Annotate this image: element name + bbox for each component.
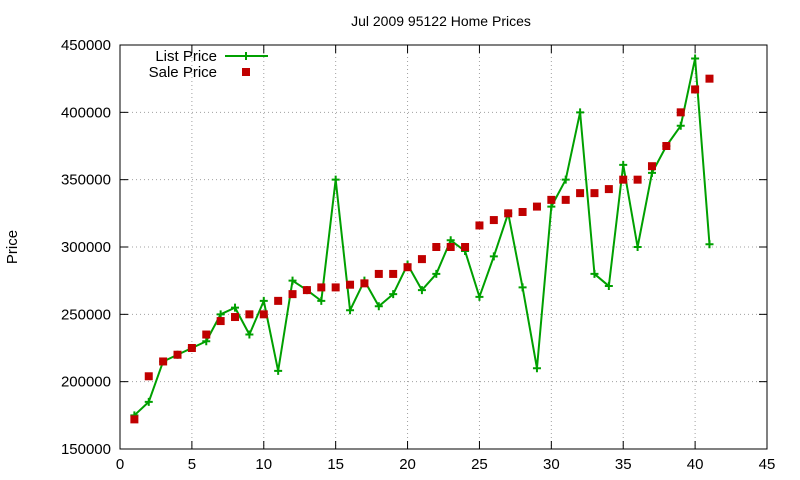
sale-price-point: [532, 202, 541, 211]
sale-price-point: [561, 195, 570, 204]
sale-price-point: [475, 221, 484, 230]
x-tick-label: 0: [116, 456, 124, 473]
y-axis-label: Price: [4, 230, 21, 264]
x-tick-label: 25: [471, 456, 488, 473]
sale-price-point: [417, 255, 426, 264]
sale-price-point: [633, 175, 642, 184]
list-price-point: [259, 296, 268, 305]
list-price-point: [245, 330, 254, 339]
y-tick-label: 350000: [61, 172, 111, 189]
sale-price-point: [604, 185, 613, 194]
sale-price-point: [403, 263, 412, 272]
list-price-point: [518, 283, 527, 292]
sale-price-point: [590, 189, 599, 198]
sale-price-point: [432, 243, 441, 251]
list-price-point: [288, 276, 297, 285]
sale-price-point: [259, 310, 268, 319]
sale-price-point: [202, 330, 211, 339]
sale-price-point: [576, 189, 585, 198]
list-price-point: [231, 303, 240, 312]
y-tick-label: 250000: [61, 306, 111, 323]
sale-price-point: [288, 290, 297, 299]
list-price-point: [446, 236, 455, 245]
sale-price-point: [274, 296, 283, 305]
sale-price-point: [691, 85, 700, 94]
list-price-point: [619, 160, 628, 169]
list-price-point: [432, 269, 441, 278]
list-price-point: [647, 168, 656, 177]
sale-price-point: [547, 195, 556, 204]
chart-title: Jul 2009 95122 Home Prices: [351, 13, 531, 29]
sale-price-point: [346, 280, 355, 289]
x-tick-label: 10: [255, 456, 272, 473]
y-tick-label: 150000: [61, 441, 111, 458]
sale-price-point: [647, 162, 656, 171]
list-price-point: [144, 397, 153, 406]
list-price-point: [576, 108, 585, 117]
sale-price-point: [130, 415, 139, 424]
list-price-point: [274, 366, 283, 375]
list-price-point: [532, 364, 541, 373]
list-price-point: [633, 243, 642, 251]
sale-price-point: [504, 209, 513, 218]
x-tick-label: 15: [327, 456, 344, 473]
legend-label: Sale Price: [149, 64, 217, 81]
sale-price-point: [231, 313, 240, 322]
sale-price-point: [461, 243, 470, 251]
y-tick-label: 450000: [61, 37, 111, 54]
sale-price-point: [446, 243, 455, 251]
list-price-point: [547, 202, 556, 211]
sale-price-point: [187, 344, 196, 352]
list-price-point: [317, 296, 326, 305]
list-price-point: [561, 175, 570, 184]
sale-price-point: [216, 317, 225, 326]
x-tick-label: 5: [188, 456, 196, 473]
list-price-point: [691, 54, 700, 63]
sale-price-point: [317, 283, 326, 292]
legend-marker: [242, 52, 250, 60]
x-tick-label: 20: [399, 456, 416, 473]
x-tick-label: 40: [687, 456, 704, 473]
sale-price-point: [245, 310, 254, 319]
list-price-point: [346, 306, 355, 315]
y-tick-label: 400000: [61, 104, 111, 121]
legend-label: List Price: [155, 48, 217, 65]
legend-marker: [242, 68, 250, 76]
sale-price-point: [144, 372, 153, 381]
y-tick-label: 300000: [61, 239, 111, 256]
list-price-point: [202, 337, 211, 346]
sale-price-point: [662, 142, 671, 150]
sale-price-point: [705, 74, 714, 83]
x-tick-label: 45: [759, 456, 776, 473]
x-tick-label: 35: [615, 456, 632, 473]
list-price-point: [417, 286, 426, 295]
list-price-point: [475, 292, 484, 301]
sale-price-point: [374, 269, 383, 278]
list-price-point: [676, 121, 685, 130]
sale-price-point: [173, 350, 182, 359]
plot-border: [119, 44, 768, 450]
list-price-point: [705, 240, 714, 249]
sale-price-point: [676, 108, 685, 117]
sale-price-point: [619, 175, 628, 184]
x-tick-label: 30: [543, 456, 560, 473]
list-price-point: [489, 252, 498, 261]
list-price-point: [331, 175, 340, 184]
list-price-point: [374, 302, 383, 311]
sale-price-point: [360, 279, 369, 288]
y-tick-label: 200000: [61, 374, 111, 391]
sale-price-point: [489, 216, 498, 225]
list-price-point: [216, 310, 225, 319]
list-price-point: [590, 269, 599, 278]
list-price-point: [604, 282, 613, 291]
sale-price-point: [302, 286, 311, 295]
sale-price-point: [389, 269, 398, 278]
sale-price-point: [518, 207, 527, 216]
sale-price-point: [159, 357, 168, 366]
sale-price-point: [331, 283, 340, 292]
list-price-point: [389, 290, 398, 299]
